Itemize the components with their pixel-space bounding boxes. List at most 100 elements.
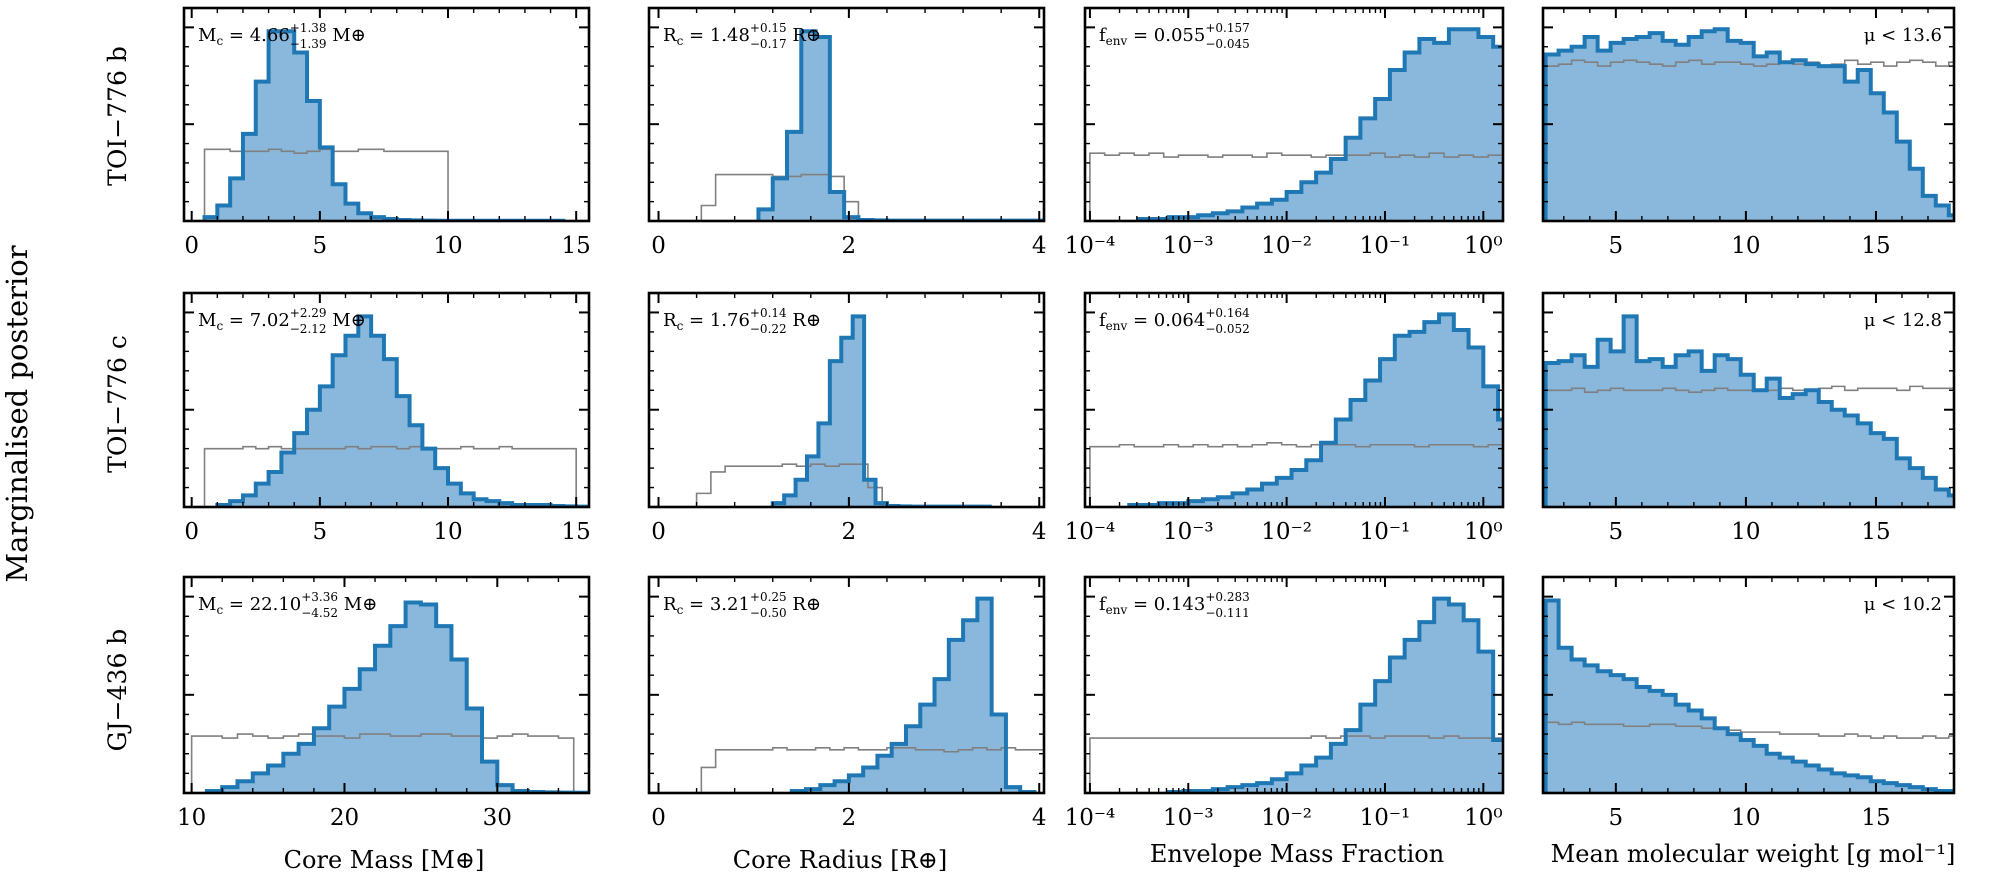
panel-r2-core-radius-frame (647, 575, 1046, 795)
panel-r1-mean-molecular-weight-annotation: μ < 12.8 (1864, 310, 1942, 331)
panel-r0-core-radius: 0 2 4 Rc = 1.48+0.15 −0.17 R⊕ (647, 6, 1047, 259)
panel-r1-mean-molecular-weight: 5 10 15 μ < 12.8 (1541, 291, 1956, 545)
panel-r2-envelope-fraction-x-tick-label: 10⁰ (1464, 805, 1503, 831)
panel-r2-mean-molecular-weight-frame (1541, 575, 1956, 795)
panel-r1-mean-molecular-weight-x-tick-label: 15 (1861, 519, 1890, 545)
panel-r0-core-radius-x-tick-label: 0 (651, 233, 666, 259)
panel-r0-mean-molecular-weight-plot-area (1543, 27, 1954, 221)
panel-r1-core-radius-plot-area (695, 314, 992, 507)
panel-r2-core-radius-plot-area (700, 596, 1044, 793)
panel-r2-mean-molecular-weight-x-tick-label: 10 (1731, 805, 1760, 831)
row-label-0: TOI−776 b (103, 46, 132, 186)
panel-r0-envelope-fraction-posterior-line (1137, 27, 1503, 221)
panel-r0-core-mass-x-tick-label: 5 (313, 233, 328, 259)
panel-r1-core-mass-x-tick-label: 5 (313, 519, 328, 545)
panel-r0-mean-molecular-weight-frame (1541, 6, 1956, 223)
row-label-2: GJ−436 b (103, 629, 132, 752)
panel-r0-core-radius-posterior-fill (758, 31, 1044, 221)
panel-r0-core-mass-posterior-fill (204, 31, 564, 221)
panel-r1-core-radius-posterior-line (770, 314, 992, 507)
panel-r2-core-mass-posterior-fill (206, 602, 589, 793)
panel-r2-envelope-fraction-x-tick-label: 10⁻⁴ (1065, 805, 1116, 831)
panel-r0-envelope-fraction-x-tick-label: 10⁻¹ (1360, 233, 1411, 259)
panel-r1-envelope-fraction-frame (1083, 291, 1505, 509)
panel-r0-core-radius-x-tick-label: 2 (842, 233, 857, 259)
panel-r2-core-mass: 10 20 30 Mc = 22.10+3.36 −4.52 M⊕ (177, 575, 591, 831)
panel-r0-mean-molecular-weight-annotation: μ < 13.6 (1864, 25, 1942, 46)
panel-r1-envelope-fraction-x-tick-label: 10⁻³ (1163, 519, 1214, 545)
panel-r0-envelope-fraction-x-tick-label: 10⁻² (1261, 233, 1312, 259)
panel-r0-envelope-fraction-annotation: fenv = 0.055+0.157 −0.045 (1099, 21, 1250, 51)
x-axis-label-core-radius: Core Radius [R⊕] (733, 846, 947, 874)
panel-r2-envelope-fraction-annotation: fenv = 0.143+0.283 −0.111 (1099, 590, 1250, 620)
panel-r0-core-mass-annotation: Mc = 4.66+1.38 −1.39 M⊕ (198, 21, 366, 51)
panel-r1-core-radius-prior-line (695, 463, 883, 507)
panel-r1-core-mass-annotation: Mc = 7.02+2.29 −2.12 M⊕ (198, 306, 366, 336)
panel-r0-core-mass-x-tick-label: 10 (433, 233, 462, 259)
panel-r1-core-mass-posterior-fill (217, 316, 589, 507)
panel-r1-mean-molecular-weight-posterior-fill (1545, 316, 1954, 507)
panel-r0-envelope-fraction: 10⁻⁴ 10⁻³ 10⁻² 10⁻¹ 10⁰ fenv = 0.055+0.157 −0.… (1065, 6, 1505, 259)
panel-r0-mean-molecular-weight-x-tick-label: 15 (1861, 233, 1890, 259)
panel-r2-mean-molecular-weight-x-tick-label: 5 (1609, 805, 1624, 831)
panel-r2-core-radius-x-tick-label: 4 (1032, 805, 1047, 831)
panel-r0-envelope-fraction-x-tick-label: 10⁰ (1464, 233, 1503, 259)
panel-r2-mean-molecular-weight-posterior-fill (1545, 600, 1954, 793)
panel-r0-core-radius-annotation: Rc = 1.48+0.15 −0.17 R⊕ (663, 21, 821, 51)
panel-r1-envelope-fraction-posterior-fill (1129, 314, 1503, 507)
panel-r2-envelope-fraction: 10⁻⁴ 10⁻³ 10⁻² 10⁻¹ 10⁰ fenv = 0.143+0.283 −0.… (1065, 575, 1505, 831)
panel-r2-core-mass-plot-area (190, 600, 589, 793)
panel-r2-core-radius-x-tick-label: 2 (842, 805, 857, 831)
panel-r1-core-radius-posterior-fill (772, 316, 990, 507)
panel-r2-envelope-fraction-posterior-line (1166, 596, 1503, 793)
panel-r1-envelope-fraction-posterior-line (1127, 312, 1503, 507)
panel-r0-mean-molecular-weight-prior-line (1544, 59, 1954, 221)
panel-r1-envelope-fraction: 10⁻⁴ 10⁻³ 10⁻² 10⁻¹ 10⁰ fenv = 0.064+0.164 −0.… (1065, 291, 1505, 545)
panel-r0-envelope-fraction-x-tick-label: 10⁻⁴ (1065, 233, 1116, 259)
panel-r2-mean-molecular-weight-plot-area (1543, 598, 1954, 793)
panel-r0-envelope-fraction-prior-line (1089, 152, 1503, 221)
panel-r1-mean-molecular-weight-x-tick-label: 10 (1731, 519, 1760, 545)
panel-r2-envelope-fraction-prior-line (1089, 735, 1503, 793)
panel-r2-core-mass-frame (182, 575, 591, 795)
panel-r2-core-mass-x-tick-label: 30 (483, 805, 512, 831)
x-axis-label-core-mass: Core Mass [M⊕] (284, 846, 485, 874)
panel-r0-core-mass: 0 5 10 15 Mc = 4.66+1.38 −1.39 M⊕ (182, 6, 591, 259)
panel-r0-core-mass-frame (182, 6, 591, 223)
panel-r1-core-mass-plot-area (203, 314, 589, 507)
x-axis-label-envelope-mass-fraction: Envelope Mass Fraction (1150, 840, 1444, 868)
panel-r0-core-radius-plot-area (700, 29, 1044, 221)
panel-r1-envelope-fraction-annotation: fenv = 0.064+0.164 −0.052 (1099, 306, 1250, 336)
panel-r2-mean-molecular-weight-annotation: μ < 10.2 (1864, 594, 1942, 615)
panel-r0-envelope-fraction-posterior-fill (1139, 29, 1503, 221)
panel-r1-envelope-fraction-x-tick-label: 10⁰ (1464, 519, 1503, 545)
panel-r2-core-radius-x-tick-label: 0 (651, 805, 666, 831)
panel-r2-core-mass-x-tick-label: 20 (330, 805, 359, 831)
panel-r1-envelope-fraction-x-tick-label: 10⁻² (1261, 519, 1312, 545)
panel-r1-core-mass-x-tick-label: 0 (184, 519, 199, 545)
panel-r0-core-mass-plot-area (202, 29, 566, 221)
panel-r0-envelope-fraction-x-tick-label: 10⁻³ (1163, 233, 1214, 259)
panel-grid: 0 5 10 15 Mc = 4.66+1.38 −1.39 M⊕ 0 2 4 Rc = 1.48… (177, 6, 1956, 831)
panel-r1-mean-molecular-weight-posterior-line (1543, 314, 1954, 507)
panel-r2-envelope-fraction-plot-area (1089, 596, 1503, 793)
panel-r0-core-mass-x-tick-label: 15 (562, 233, 591, 259)
panel-r0-core-mass-x-tick-label: 0 (184, 233, 199, 259)
panel-r1-core-radius-x-tick-label: 4 (1032, 519, 1047, 545)
panel-r1-core-mass-x-tick-label: 15 (562, 519, 591, 545)
panel-r1-core-radius-x-tick-label: 2 (842, 519, 857, 545)
panel-r2-mean-molecular-weight: 5 10 15 μ < 10.2 (1541, 575, 1956, 831)
panel-r1-core-mass-prior-line (203, 445, 577, 507)
panel-r2-mean-molecular-weight-x-tick-label: 15 (1861, 805, 1890, 831)
panel-r0-envelope-fraction-frame (1083, 6, 1505, 223)
panel-r2-mean-molecular-weight-posterior-line (1543, 598, 1954, 793)
panel-r0-mean-molecular-weight-x-tick-label: 5 (1609, 233, 1624, 259)
panel-r2-core-radius: 0 2 4 Rc = 3.21+0.25 −0.50 R⊕ (647, 575, 1047, 831)
panel-r1-mean-molecular-weight-x-tick-label: 5 (1609, 519, 1624, 545)
panel-r2-core-mass-x-tick-label: 10 (177, 805, 206, 831)
panel-r1-envelope-fraction-x-tick-label: 10⁻¹ (1360, 519, 1411, 545)
panel-r0-mean-molecular-weight-posterior-fill (1545, 29, 1954, 221)
panel-r2-envelope-fraction-posterior-fill (1168, 598, 1503, 793)
x-axis-label-mean-molecular-weight: Mean molecular weight [g mol⁻¹] (1551, 840, 1956, 868)
